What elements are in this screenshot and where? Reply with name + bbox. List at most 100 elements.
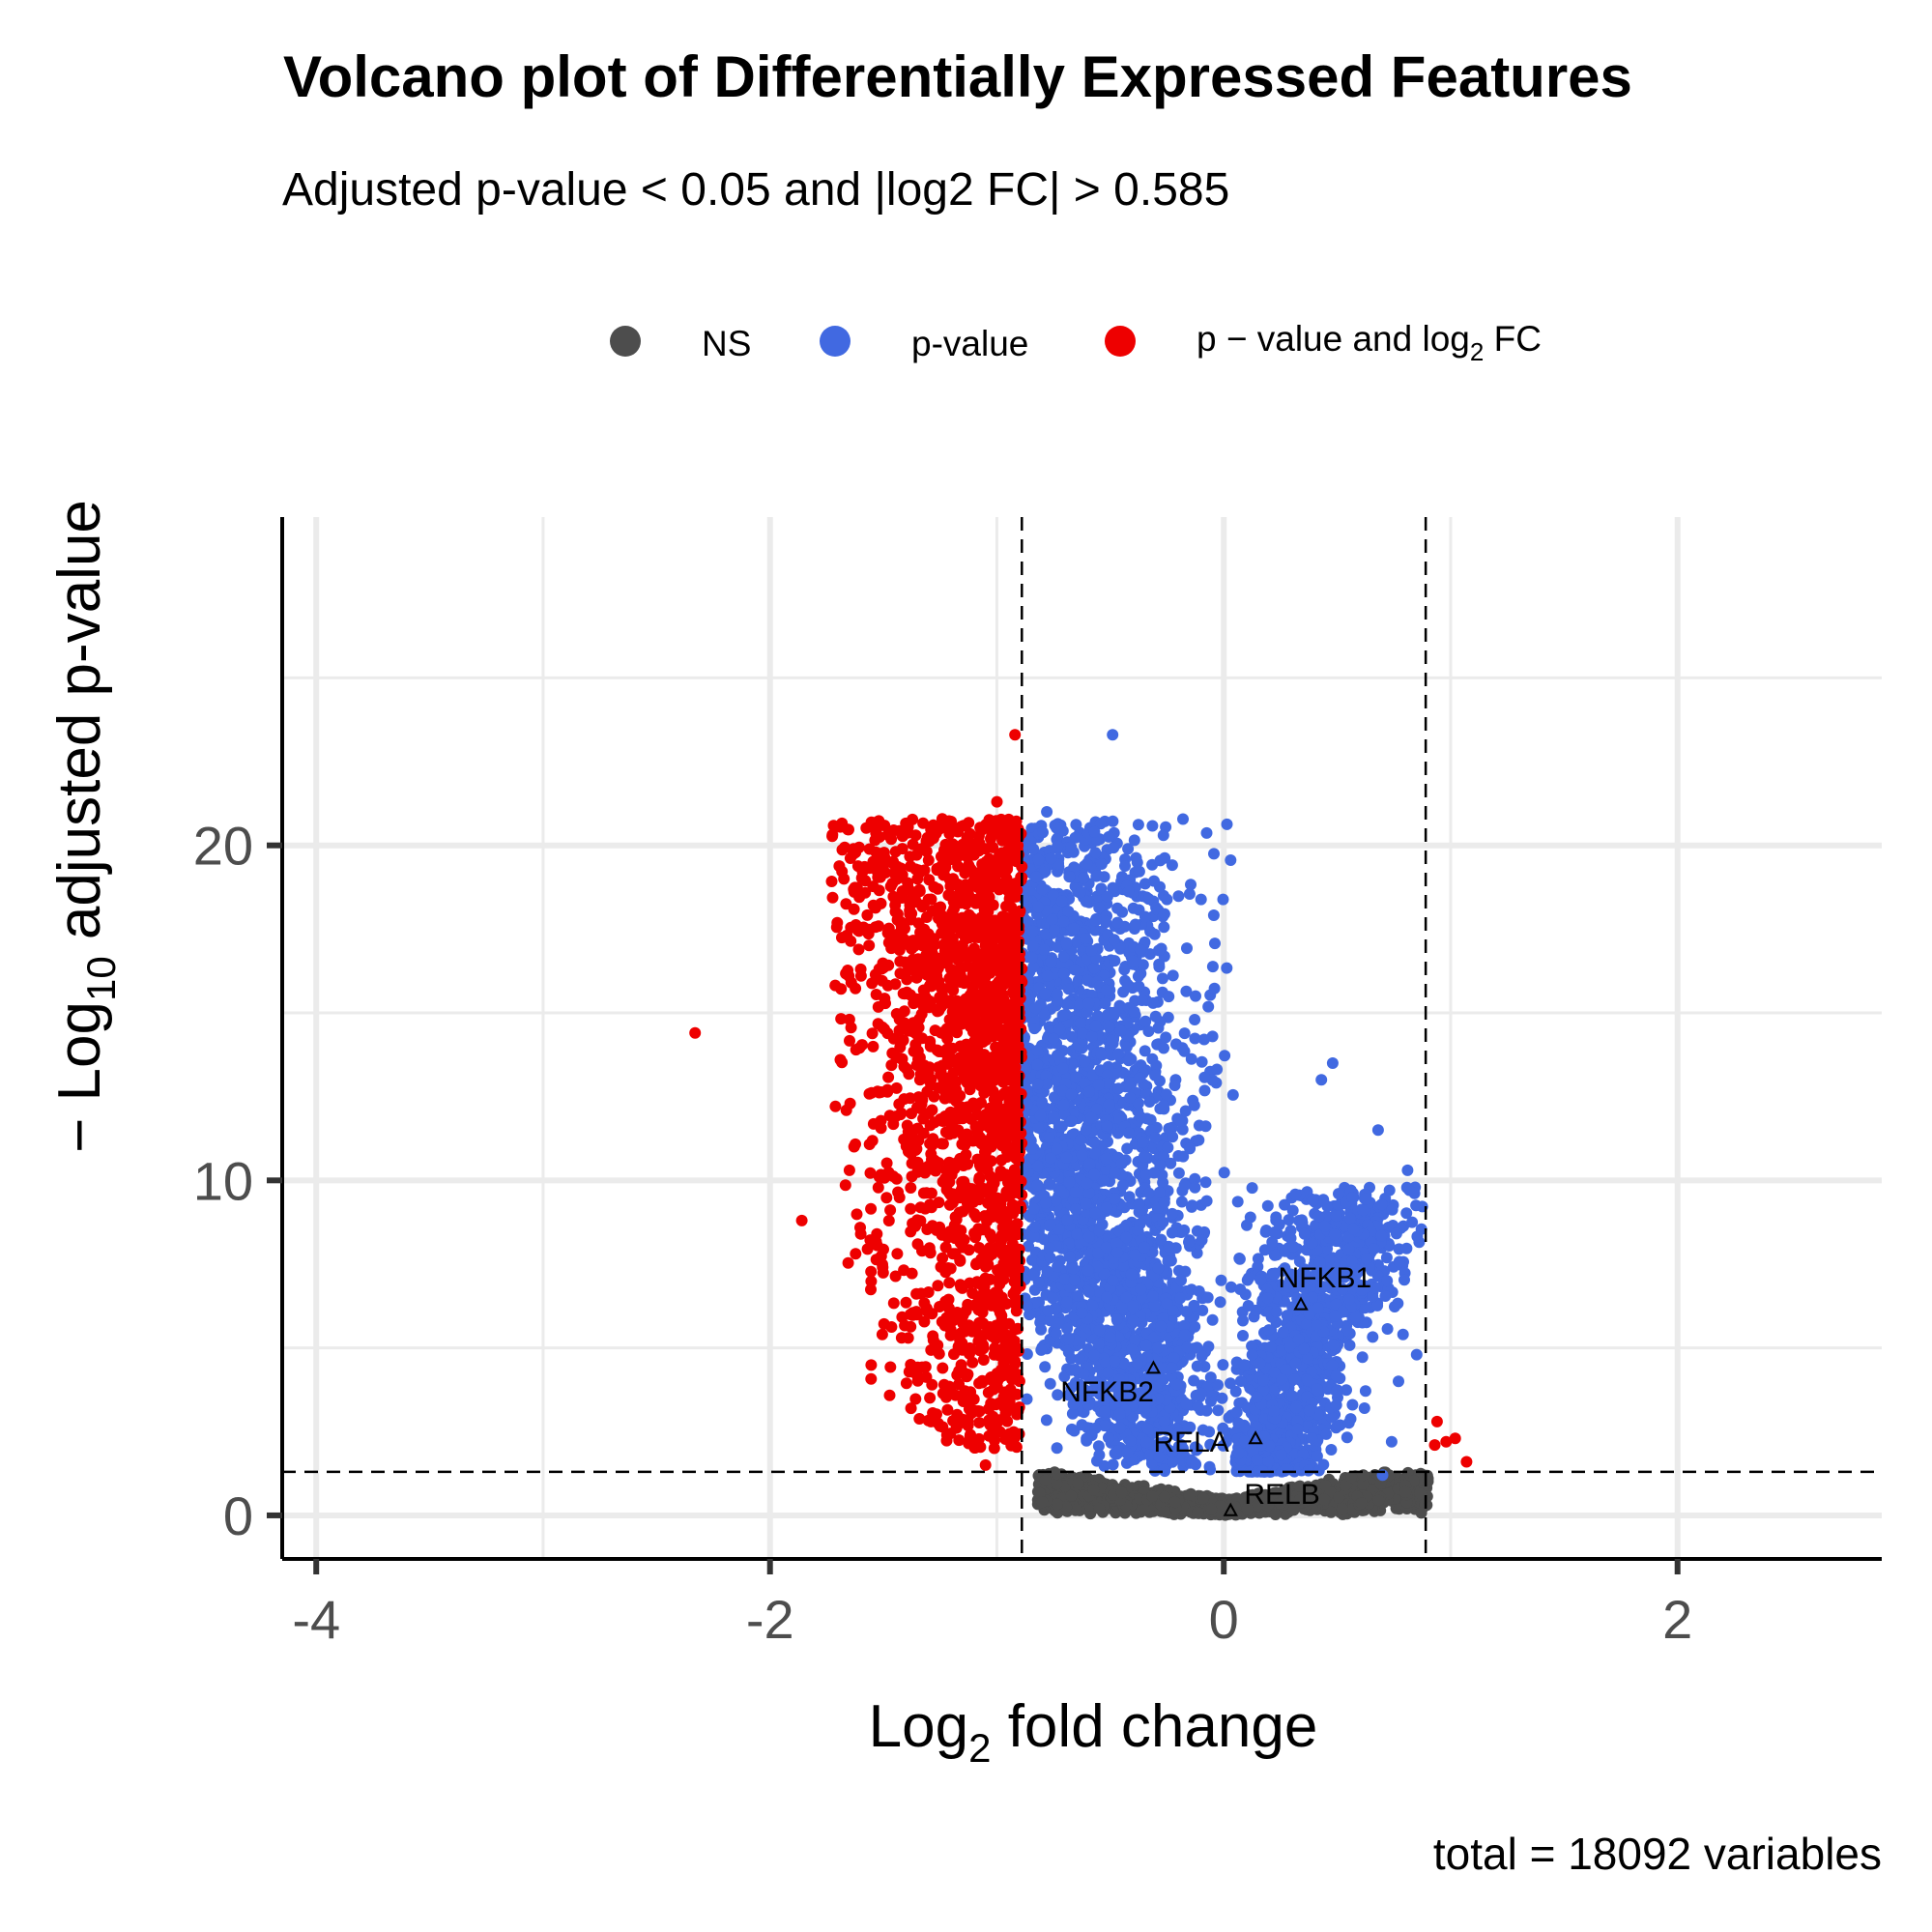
data-point-pvalue <box>1154 854 1167 867</box>
data-point-pvalue <box>1117 1179 1129 1192</box>
data-point-ns <box>1070 1503 1082 1515</box>
data-point-pvalue <box>1074 1353 1085 1366</box>
data-point-pvalue <box>1032 901 1045 913</box>
data-point-pvalue <box>1189 1320 1201 1333</box>
data-point-pvalue <box>1089 914 1102 927</box>
data-point-ns <box>1355 1497 1368 1510</box>
data-point-ns <box>1093 1503 1106 1514</box>
data-point-pvalue <box>1149 1069 1162 1081</box>
data-point-ns <box>1294 1480 1306 1492</box>
data-point-pvalue <box>1035 1343 1048 1356</box>
data-point-pvalue <box>1126 1343 1139 1356</box>
data-point-pvalue <box>1076 1419 1088 1431</box>
data-point-pvalue <box>1100 1241 1112 1254</box>
data-point-pvalue <box>1089 847 1102 859</box>
data-point-ns <box>1214 1500 1226 1513</box>
data-point-pvalue <box>1041 1265 1053 1278</box>
data-point-ns <box>1159 1506 1171 1518</box>
data-point-pvalue <box>1072 974 1084 987</box>
data-point-pvalue <box>1101 1201 1113 1214</box>
data-point-pvalue <box>1178 1329 1191 1341</box>
data-point-pvalue <box>1044 1242 1055 1254</box>
data-point-pvalue <box>1122 843 1135 855</box>
data-point-pvalue <box>1041 969 1053 982</box>
data-point-pvalue <box>1109 955 1121 967</box>
data-point-pvalue <box>1127 955 1139 967</box>
data-point-pvalue <box>1121 978 1134 991</box>
data-point-pvalue <box>1158 1197 1170 1209</box>
data-point-pvalue <box>1158 921 1170 934</box>
data-point-pvalue <box>1031 1045 1044 1056</box>
data-point-pvalue <box>1200 826 1213 839</box>
data-point-pvalue <box>1188 1374 1200 1387</box>
data-point-pvalue <box>1027 1202 1040 1215</box>
data-point-pvalue <box>1152 1341 1164 1354</box>
data-point-ns <box>1183 1488 1196 1501</box>
data-point-pvalue <box>1152 1262 1165 1275</box>
data-point-pvalue <box>1091 870 1104 881</box>
legend-key-pvalue-and-fc <box>1105 326 1136 357</box>
data-point-pvalue <box>1109 1193 1121 1205</box>
data-point-pvalue <box>1166 1207 1178 1220</box>
data-point-pvalue <box>1209 937 1221 950</box>
data-point-pvalue <box>1157 1100 1169 1112</box>
data-point-pvalue <box>1158 908 1170 920</box>
data-point-pvalue <box>1046 913 1058 926</box>
data-point-pvalue <box>1080 933 1092 944</box>
data-point-pvalue <box>1157 829 1169 842</box>
data-point-pvalue <box>1095 858 1108 870</box>
data-point-pvalue <box>1093 1225 1106 1237</box>
data-point-pvalue <box>1103 1431 1114 1444</box>
data-point-pvalue <box>1411 1230 1424 1243</box>
data-point-pvalue <box>1140 1436 1152 1449</box>
data-point-pvalue <box>1133 980 1145 993</box>
data-point-pvalue <box>1195 893 1207 906</box>
data-point-ns <box>1269 1509 1282 1520</box>
data-point-ns <box>1333 1491 1345 1504</box>
data-point-ns <box>1268 1486 1281 1499</box>
data-point-pvalue <box>1180 1398 1193 1410</box>
data-point-ns <box>1051 1468 1063 1481</box>
data-point-ns <box>1036 1496 1049 1509</box>
data-point-pvalue <box>1107 1458 1119 1471</box>
data-point-pvalue <box>1129 1249 1141 1261</box>
data-point-ns <box>1146 1490 1159 1503</box>
data-point-pvalue <box>1095 1048 1108 1060</box>
data-point-pvalue <box>1113 1407 1126 1420</box>
data-point-pvalue <box>1070 819 1082 831</box>
data-point-pvalue <box>1081 857 1093 870</box>
data-point-pvalue <box>1091 1010 1104 1023</box>
data-point-pvalue <box>1178 1045 1191 1057</box>
data-point-pvalue <box>1165 1157 1177 1169</box>
data-point-pvalue <box>1218 1167 1230 1179</box>
data-point-pvalue <box>1214 1296 1226 1309</box>
data-point-ns <box>1340 1479 1352 1491</box>
data-point-pvalue <box>1100 1152 1112 1165</box>
data-point-pvalue <box>1131 1357 1143 1370</box>
data-point-ns <box>1345 1471 1358 1484</box>
data-point-pvalue <box>1261 1199 1274 1212</box>
data-point-pvalue <box>1082 1230 1095 1243</box>
data-point-pvalue <box>1113 1422 1126 1434</box>
data-point-pvalue <box>1062 906 1075 917</box>
data-point-pvalue <box>1133 1197 1145 1210</box>
data-point-ns <box>1294 1493 1307 1506</box>
data-point-pvalue <box>1206 961 1219 973</box>
data-point-pvalue <box>1035 1323 1048 1336</box>
data-point-pvalue <box>1048 1032 1059 1045</box>
data-point-pvalue <box>1177 813 1189 825</box>
data-point-pvalue <box>1217 1359 1229 1371</box>
data-point-pvalue <box>1069 831 1081 844</box>
data-point-ns <box>1414 1487 1427 1500</box>
data-point-pvalue <box>1146 1053 1159 1065</box>
data-point-ns <box>1399 1485 1411 1498</box>
data-point-pvalue <box>1108 934 1120 946</box>
data-point-pvalue <box>1158 1042 1169 1054</box>
data-point-pvalue <box>1060 937 1073 950</box>
data-point-pvalue <box>1031 1058 1044 1071</box>
data-point-pvalue <box>1068 1274 1081 1286</box>
data-point-pvalue <box>1317 1458 1330 1471</box>
data-point-pvalue <box>1139 910 1151 923</box>
data-point-pvalue <box>1142 893 1155 906</box>
data-point-pvalue <box>1081 1177 1093 1190</box>
